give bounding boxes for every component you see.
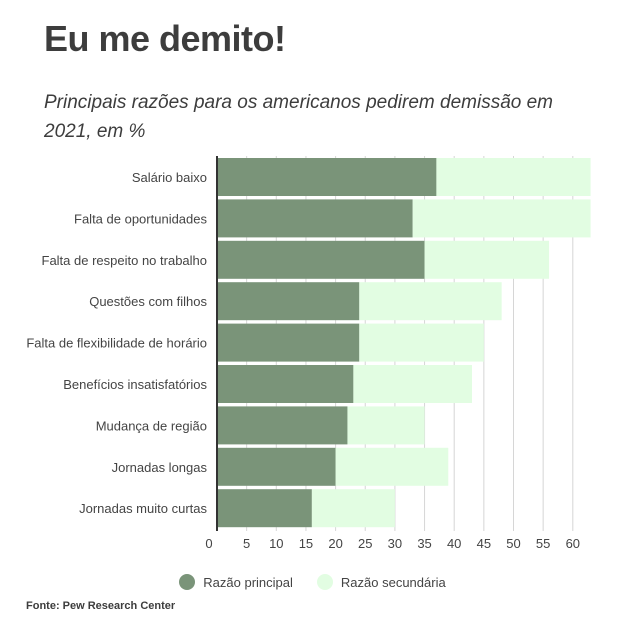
bar-primary [217, 158, 437, 196]
x-tick-label: 15 [299, 536, 313, 551]
x-tick-label: 35 [417, 536, 431, 551]
category-label: Jornadas muito curtas [79, 501, 207, 516]
x-tick-label: 10 [269, 536, 283, 551]
bar-primary [217, 489, 312, 528]
bar-secondary [353, 365, 472, 403]
category-label: Mudança de região [96, 418, 207, 433]
x-tick-label: 30 [388, 536, 402, 551]
x-tick-label: 50 [506, 536, 520, 551]
bar-secondary [412, 199, 591, 238]
x-tick-label: 55 [536, 536, 550, 551]
chart-title: Eu me demito! [44, 18, 286, 59]
category-label: Salário baixo [132, 170, 207, 185]
legend: Razão principal Razão secundária [0, 574, 625, 590]
bar-secondary [335, 447, 449, 486]
x-tick-labels: 0 5 10 15 20 25 30 35 40 45 50 55 60 [205, 536, 580, 551]
x-tick-label: 45 [477, 536, 491, 551]
category-labels: Salário baixo Falta de oportunidades Falta… [26, 170, 207, 516]
category-label: Falta de respeito no trabalho [42, 253, 208, 268]
bar-primary [217, 199, 413, 238]
category-label: Falta de oportunidades [74, 211, 207, 226]
bar-secondary [359, 323, 484, 362]
legend-label-primary: Razão principal [203, 574, 293, 590]
bar-primary [217, 365, 354, 403]
bar-primary [217, 240, 425, 279]
bar-secondary [311, 489, 395, 528]
legend-item-secondary: Razão secundária [316, 574, 446, 590]
legend-item-primary: Razão principal [179, 574, 293, 590]
bar-secondary [436, 158, 591, 196]
category-label: Falta de flexibilidade de horário [26, 336, 207, 351]
bar-primary [217, 282, 360, 321]
bar-secondary [347, 406, 425, 445]
x-tick-label: 5 [243, 536, 250, 551]
x-tick-label: 0 [205, 536, 212, 551]
x-tick-label: 60 [566, 536, 580, 551]
bars [217, 158, 591, 528]
source-note: Fonte: Pew Research Center [26, 600, 176, 612]
legend-swatch-secondary [316, 574, 333, 590]
x-tick-label: 25 [358, 536, 372, 551]
bar-secondary [424, 240, 550, 279]
bar-secondary [359, 282, 502, 321]
legend-swatch-primary [179, 574, 196, 590]
category-label: Questões com filhos [89, 294, 207, 309]
bar-primary [217, 323, 360, 362]
category-label: Jornadas longas [112, 460, 208, 475]
x-tick-label: 40 [447, 536, 461, 551]
bar-primary [217, 447, 336, 486]
chart-subtitle: Principais razões para os americanos ped… [44, 92, 554, 142]
bar-primary [217, 406, 348, 445]
bar-chart: Salário baixo Falta de oportunidades Falta… [26, 156, 591, 551]
legend-label-secondary: Razão secundária [340, 574, 446, 590]
x-tick-label: 20 [328, 536, 342, 551]
category-label: Benefícios insatisfatórios [63, 377, 207, 392]
